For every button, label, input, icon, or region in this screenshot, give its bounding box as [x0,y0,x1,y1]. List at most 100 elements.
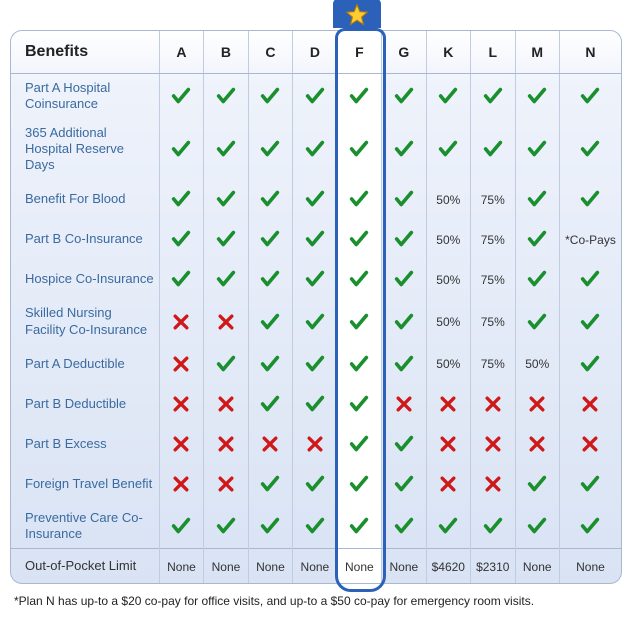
cell [559,119,621,180]
cell [248,119,292,180]
cell-text: 75% [481,233,505,247]
check-icon [526,515,548,537]
check-icon [304,138,326,160]
check-icon [579,353,601,375]
cell [515,299,559,344]
cell: 50% [515,344,559,384]
check-icon [170,515,192,537]
cross-icon [171,434,191,454]
cell-text: None [167,560,196,574]
cell-text: 50% [436,273,460,287]
cell [426,74,470,119]
cell [382,299,426,344]
check-icon [526,311,548,333]
cross-icon [216,474,236,494]
cross-icon [483,474,503,494]
cell: 75% [471,299,515,344]
cell-text: 50% [436,315,460,329]
cell [248,219,292,259]
benefit-label: Part B Deductible [11,384,159,424]
check-icon [437,515,459,537]
cell: $4620 [426,549,470,583]
cell [159,259,203,299]
benefit-label: Part A Deductible [11,344,159,384]
cell [204,74,248,119]
cell [204,219,248,259]
cell [382,464,426,504]
cell [515,74,559,119]
check-icon [348,393,370,415]
check-icon [259,138,281,160]
cell [248,74,292,119]
cell [382,259,426,299]
check-icon [526,138,548,160]
cross-icon [216,394,236,414]
check-icon [259,85,281,107]
cross-icon [394,394,414,414]
cross-icon [438,434,458,454]
cell [515,179,559,219]
cell [248,504,292,549]
cell [559,259,621,299]
cell [248,299,292,344]
cell [559,424,621,464]
check-icon [482,138,504,160]
check-icon [526,228,548,250]
cell [515,464,559,504]
check-icon [579,515,601,537]
cell [248,259,292,299]
cell: None [559,549,621,583]
cell [248,179,292,219]
footnote: *Plan N has up-to a $20 co-pay for offic… [10,594,622,608]
cell: None [293,549,337,583]
check-icon [348,515,370,537]
cross-icon [216,434,236,454]
check-icon [579,473,601,495]
check-icon [526,85,548,107]
cell [159,119,203,180]
cell: None [248,549,292,583]
check-icon [526,268,548,290]
cell [293,74,337,119]
cell: $2310 [471,549,515,583]
cross-icon [527,434,547,454]
check-icon [304,473,326,495]
check-icon [170,228,192,250]
cross-icon [580,394,600,414]
cell [293,299,337,344]
benefits-table-container: BenefitsABCDFGKLMN Part A Hospital Coins… [10,30,622,584]
plan-header-D: D [293,31,337,74]
cell [159,179,203,219]
check-icon [215,228,237,250]
check-icon [215,268,237,290]
check-icon [482,85,504,107]
check-icon [393,311,415,333]
cell [293,464,337,504]
table-row: Part A Hospital Coinsurance [11,74,621,119]
plan-header-A: A [159,31,203,74]
cell [559,344,621,384]
check-icon [259,515,281,537]
cell [471,504,515,549]
cell [382,119,426,180]
cell [159,464,203,504]
cell [559,74,621,119]
table-row: Hospice Co-Insurance50%75% [11,259,621,299]
plan-header-B: B [204,31,248,74]
benefit-label: Foreign Travel Benefit [11,464,159,504]
plan-header-C: C [248,31,292,74]
check-icon [259,353,281,375]
plan-header-N: N [559,31,621,74]
cell [159,219,203,259]
cell [337,384,381,424]
cell [337,179,381,219]
cell [293,504,337,549]
cell-text: None [301,560,330,574]
check-icon [170,188,192,210]
check-icon [259,311,281,333]
cell [426,119,470,180]
cell [559,179,621,219]
cell [159,344,203,384]
cell: 75% [471,179,515,219]
cell [337,299,381,344]
